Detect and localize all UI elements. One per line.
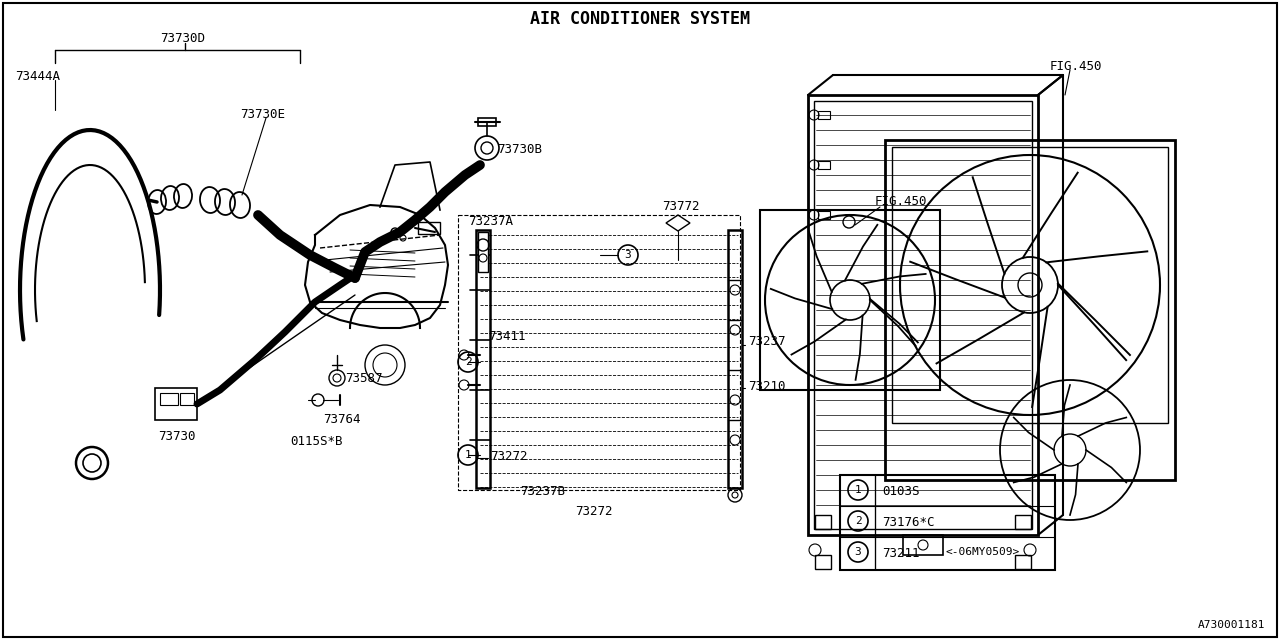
Text: <-06MY0509>: <-06MY0509>: [945, 547, 1019, 557]
Bar: [815, 515, 831, 529]
Text: 73176*C: 73176*C: [882, 516, 934, 529]
Text: 73772: 73772: [662, 200, 699, 213]
Bar: [155, 388, 197, 420]
Bar: [840, 475, 1055, 570]
Text: 73587: 73587: [346, 372, 383, 385]
Bar: [180, 393, 195, 405]
Text: AIR CONDITIONER SYSTEM: AIR CONDITIONER SYSTEM: [530, 10, 750, 28]
Bar: [477, 118, 497, 126]
Bar: [760, 210, 940, 390]
Bar: [814, 101, 1032, 529]
Text: 73210: 73210: [748, 380, 786, 393]
Bar: [160, 393, 178, 405]
Bar: [477, 232, 488, 272]
Bar: [476, 230, 490, 488]
Text: 73730D: 73730D: [160, 32, 205, 45]
Text: 73730: 73730: [157, 430, 196, 443]
Bar: [884, 140, 1175, 480]
Bar: [818, 211, 829, 219]
Bar: [818, 111, 829, 119]
Text: 73237B: 73237B: [520, 485, 564, 498]
Text: 2: 2: [855, 516, 861, 526]
Text: 73411: 73411: [488, 330, 526, 343]
Text: A730001181: A730001181: [1198, 620, 1265, 630]
Text: 1: 1: [855, 485, 861, 495]
Text: 3: 3: [855, 547, 861, 557]
Text: 73211: 73211: [882, 547, 919, 560]
Bar: [815, 555, 831, 569]
Text: 0103S: 0103S: [882, 485, 919, 498]
Text: 73730E: 73730E: [241, 108, 285, 121]
Text: 73272: 73272: [490, 450, 527, 463]
Text: 2: 2: [465, 357, 471, 367]
Text: 73237A: 73237A: [468, 215, 513, 228]
Bar: [902, 535, 943, 555]
Bar: [1015, 515, 1030, 529]
Bar: [892, 147, 1169, 423]
Bar: [728, 230, 742, 488]
Text: FIG.450: FIG.450: [1050, 60, 1102, 73]
Text: 73444A: 73444A: [15, 70, 60, 83]
Text: 1: 1: [465, 450, 471, 460]
Bar: [1015, 555, 1030, 569]
Text: 3: 3: [625, 250, 631, 260]
Text: 73237: 73237: [748, 335, 786, 348]
Text: FIG.450: FIG.450: [876, 195, 928, 208]
Text: 73764: 73764: [323, 413, 361, 426]
Bar: [419, 222, 440, 234]
Bar: [818, 161, 829, 169]
Bar: [808, 95, 1038, 535]
Text: 0115S*B: 0115S*B: [291, 435, 343, 448]
Text: 73272: 73272: [575, 505, 613, 518]
Text: 73730B: 73730B: [497, 143, 541, 156]
